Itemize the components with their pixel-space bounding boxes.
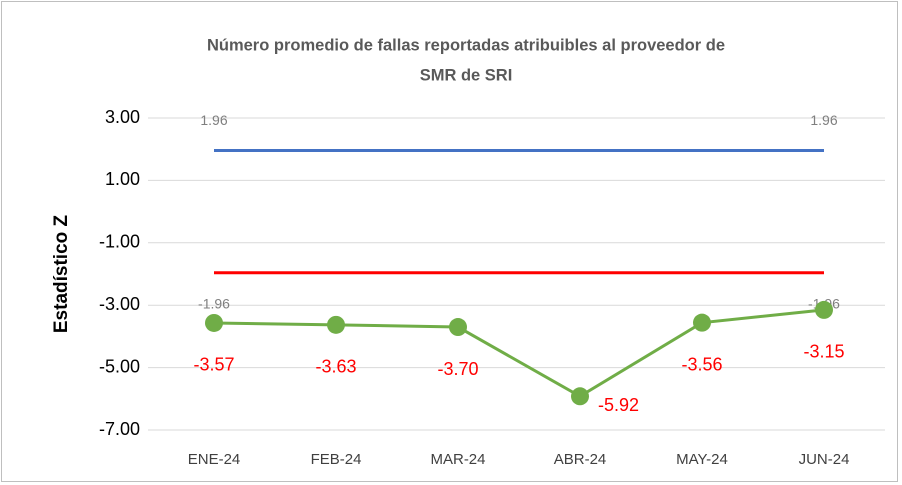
- y-tick-label: -5.00: [99, 356, 140, 376]
- data-label: -5.92: [598, 395, 639, 415]
- x-tick-label: JUN-24: [799, 451, 850, 468]
- data-label: -1.96: [198, 295, 230, 311]
- data-label: -3.15: [803, 342, 844, 362]
- y-axis-label: Estadístico Z: [51, 214, 72, 333]
- point-marker: [571, 387, 589, 406]
- data-label: -3.56: [681, 354, 722, 374]
- data-label: -3.70: [437, 359, 478, 379]
- y-tick-label: -3.00: [99, 294, 140, 314]
- point-marker: [815, 300, 833, 319]
- point-marker: [327, 315, 345, 334]
- data-label: 1.96: [200, 112, 227, 128]
- chart-title: Número promedio de fallas reportadas atr…: [207, 36, 725, 54]
- data-label: -3.57: [193, 355, 234, 375]
- series-line: [213, 308, 825, 399]
- x-tick-label: ABR-24: [554, 451, 607, 468]
- x-tick-label: MAR-24: [430, 451, 485, 468]
- data-label: -3.63: [315, 357, 356, 377]
- point-marker: [693, 313, 711, 332]
- y-tick-label: 1.00: [105, 169, 140, 189]
- point-marker: [449, 318, 467, 337]
- x-tick-label: ENE-24: [188, 451, 241, 468]
- y-tick-label: -1.00: [99, 232, 140, 252]
- chart-title: SMR de SRI: [420, 66, 513, 84]
- point-marker: [205, 313, 223, 332]
- x-tick-label: FEB-24: [311, 451, 362, 468]
- y-tick-label: 3.00: [105, 107, 140, 127]
- data-label: 1.96: [810, 112, 837, 128]
- x-tick-label: MAY-24: [676, 451, 728, 468]
- y-tick-label: -7.00: [99, 419, 140, 439]
